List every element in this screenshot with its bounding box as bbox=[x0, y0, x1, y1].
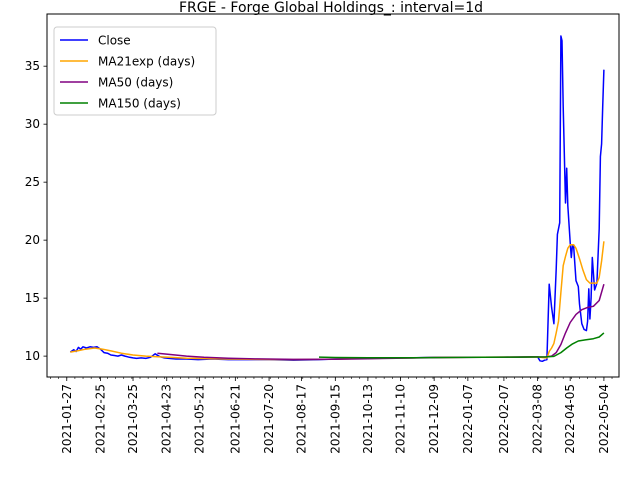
x-tick-label-3: 2021-04-23 bbox=[160, 384, 174, 454]
x-tick-label-8: 2021-09-15 bbox=[328, 384, 342, 454]
x-tick-label-0: 2021-01-27 bbox=[60, 384, 74, 454]
x-tick-label-2: 2021-03-25 bbox=[126, 384, 140, 454]
x-tick-label-10: 2021-11-10 bbox=[393, 384, 407, 454]
x-tick-label-9: 2021-10-13 bbox=[361, 384, 375, 454]
legend-label-3: MA150 (days) bbox=[98, 97, 181, 111]
x-tick-label-14: 2022-03-08 bbox=[531, 384, 545, 454]
y-tick-label-2: 20 bbox=[25, 233, 40, 247]
y-tick-label-5: 35 bbox=[25, 59, 40, 73]
x-tick-label-11: 2021-12-09 bbox=[427, 384, 441, 454]
y-tick-label-1: 15 bbox=[25, 291, 40, 305]
y-tick-label-3: 25 bbox=[25, 175, 40, 189]
x-tick-label-1: 2021-02-25 bbox=[93, 384, 107, 454]
y-tick-label-4: 30 bbox=[25, 117, 40, 131]
x-tick-label-12: 2022-01-07 bbox=[461, 384, 475, 454]
x-tick-label-15: 2022-04-05 bbox=[563, 384, 577, 454]
y-tick-label-0: 10 bbox=[25, 349, 40, 363]
legend-box bbox=[53, 26, 217, 116]
legend: Close MA21exp (days) MA50 (days) MA150 (day… bbox=[53, 26, 217, 116]
x-tick-label-13: 2022-02-07 bbox=[497, 384, 511, 454]
x-axis: 2021-01-27 2021-02-25 2021-03-25 2021-04-23… bbox=[50, 377, 613, 454]
x-tick-label-16: 2022-05-04 bbox=[597, 384, 611, 454]
legend-label-0: Close bbox=[98, 34, 131, 48]
x-tick-label-6: 2021-07-20 bbox=[262, 384, 276, 454]
plot-frame bbox=[46, 13, 620, 378]
x-tick-label-5: 2021-06-21 bbox=[228, 384, 242, 454]
x-tick-label-7: 2021-08-17 bbox=[295, 384, 309, 454]
legend-label-1: MA21exp (days) bbox=[98, 55, 195, 69]
series-line-3 bbox=[318, 332, 605, 359]
legend-label-2: MA50 (days) bbox=[98, 76, 173, 90]
plot-lines bbox=[69, 35, 605, 363]
chart-title: FRGE - Forge Global Holdings_: interval=… bbox=[179, 0, 483, 16]
y-axis: 10 15 20 25 30 35 bbox=[25, 59, 47, 363]
x-tick-label-4: 2021-05-21 bbox=[192, 384, 206, 454]
